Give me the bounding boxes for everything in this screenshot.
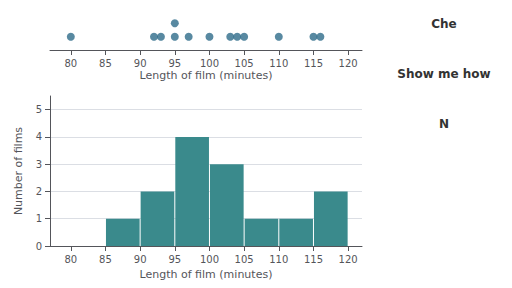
svg-text:Number of films: Number of films [12,127,25,215]
svg-text:0: 0 [36,241,42,252]
svg-text:105: 105 [235,254,254,265]
svg-text:Che: Che [431,17,457,31]
svg-text:90: 90 [134,58,147,69]
svg-text:1: 1 [36,213,42,224]
svg-text:Length of film (minutes): Length of film (minutes) [140,69,273,82]
svg-text:95: 95 [168,254,181,265]
svg-text:N: N [439,117,449,131]
svg-text:115: 115 [304,254,323,265]
svg-text:80: 80 [64,254,77,265]
svg-text:110: 110 [269,254,288,265]
svg-text:3: 3 [36,159,42,170]
svg-text:85: 85 [99,254,112,265]
svg-text:4: 4 [36,131,42,142]
svg-text:Length of film (minutes): Length of film (minutes) [140,268,273,281]
svg-text:85: 85 [99,58,112,69]
svg-text:95: 95 [168,58,181,69]
svg-text:120: 120 [339,58,358,69]
svg-text:90: 90 [134,254,147,265]
svg-text:120: 120 [339,254,358,265]
svg-text:100: 100 [200,58,219,69]
svg-text:2: 2 [36,186,42,197]
svg-text:115: 115 [304,58,323,69]
svg-text:80: 80 [64,58,77,69]
svg-text:100: 100 [200,254,219,265]
svg-text:Show me how: Show me how [397,67,490,81]
svg-text:105: 105 [235,58,254,69]
svg-text:5: 5 [36,104,42,115]
svg-text:110: 110 [269,58,288,69]
